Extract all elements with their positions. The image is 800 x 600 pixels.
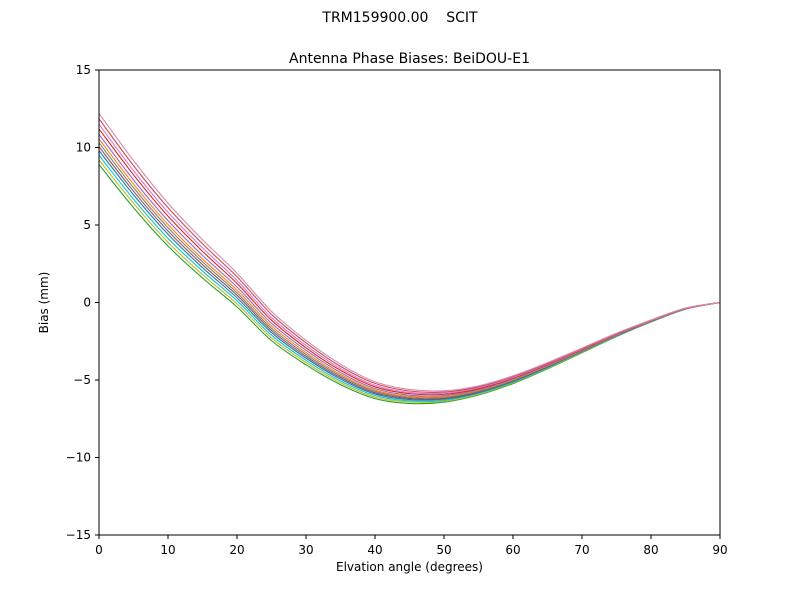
series-line-antenna-04 — [98, 150, 721, 401]
y-tick-label: 15 — [76, 63, 91, 77]
x-tick-label: 70 — [574, 543, 589, 557]
plot-spine — [98, 69, 721, 536]
x-tick-label: 90 — [712, 543, 727, 557]
x-tick-label: 30 — [298, 543, 313, 557]
x-tick-label: 50 — [436, 543, 451, 557]
figure-title: TRM159900.00 SCIT — [322, 10, 478, 26]
series-line-antenna-02 — [98, 159, 721, 403]
series-line-antenna-10 — [98, 123, 721, 395]
chart-title: Antenna Phase Biases: BeiDOU-E1 — [289, 51, 530, 67]
x-axis-label: Elvation angle (degrees) — [336, 560, 483, 574]
x-tick-label: 80 — [643, 543, 658, 557]
y-tick-label: 5 — [83, 218, 91, 232]
y-tick-label: −15 — [66, 528, 91, 542]
y-tick-label: 0 — [83, 296, 91, 310]
x-tick-label: 10 — [160, 543, 175, 557]
x-tick-label: 60 — [505, 543, 520, 557]
series-line-antenna-05 — [98, 146, 721, 400]
y-tick-label: −10 — [66, 451, 91, 465]
series-line-antenna-12 — [98, 113, 721, 392]
x-tick-label: 40 — [367, 543, 382, 557]
y-tick-label: 10 — [76, 141, 91, 155]
y-axis-label: Bias (mm) — [37, 272, 51, 334]
series-line-antenna-01 — [98, 164, 721, 405]
y-tick-label: −5 — [73, 373, 91, 387]
series-line-antenna-06 — [98, 142, 721, 399]
series-line-antenna-03 — [98, 154, 721, 402]
x-tick-label: 20 — [229, 543, 244, 557]
x-tick-label: 0 — [95, 543, 103, 557]
